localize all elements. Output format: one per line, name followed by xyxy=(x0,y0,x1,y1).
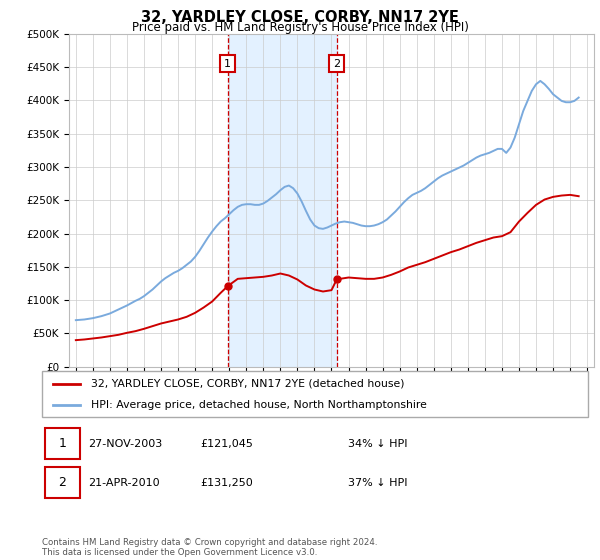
FancyBboxPatch shape xyxy=(45,428,80,459)
Text: HPI: Average price, detached house, North Northamptonshire: HPI: Average price, detached house, Nort… xyxy=(91,400,427,410)
Text: 34% ↓ HPI: 34% ↓ HPI xyxy=(348,439,407,449)
Text: 32, YARDLEY CLOSE, CORBY, NN17 2YE: 32, YARDLEY CLOSE, CORBY, NN17 2YE xyxy=(141,10,459,25)
Text: 37% ↓ HPI: 37% ↓ HPI xyxy=(348,478,407,488)
Text: 1: 1 xyxy=(59,437,67,450)
Bar xyxy=(227,34,337,367)
Text: 2: 2 xyxy=(59,477,67,489)
Text: 21-APR-2010: 21-APR-2010 xyxy=(88,478,160,488)
Text: 32, YARDLEY CLOSE, CORBY, NN17 2YE (detached house): 32, YARDLEY CLOSE, CORBY, NN17 2YE (deta… xyxy=(91,379,404,389)
Text: 1: 1 xyxy=(224,59,231,68)
Text: Contains HM Land Registry data © Crown copyright and database right 2024.
This d: Contains HM Land Registry data © Crown c… xyxy=(42,538,377,557)
FancyBboxPatch shape xyxy=(45,468,80,498)
Text: Price paid vs. HM Land Registry's House Price Index (HPI): Price paid vs. HM Land Registry's House … xyxy=(131,21,469,34)
Text: £131,250: £131,250 xyxy=(200,478,253,488)
Text: 2: 2 xyxy=(333,59,340,68)
Text: £121,045: £121,045 xyxy=(200,439,253,449)
Text: 27-NOV-2003: 27-NOV-2003 xyxy=(88,439,163,449)
